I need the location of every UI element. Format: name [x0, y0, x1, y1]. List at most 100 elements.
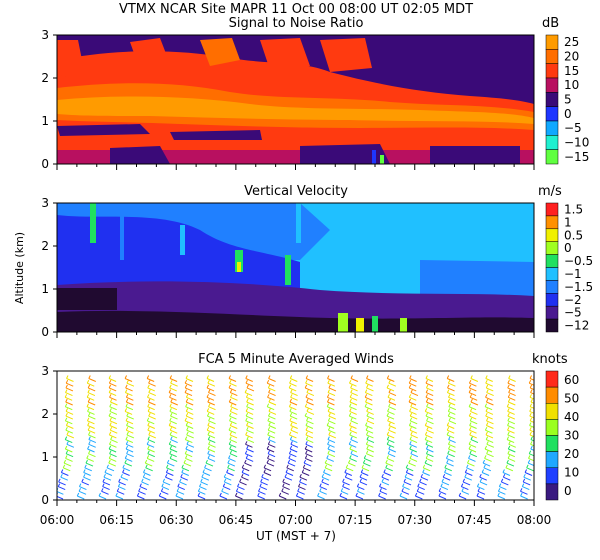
- wind-barb-flag: [527, 459, 531, 464]
- wind-barb: [61, 472, 69, 476]
- wind-barb: [126, 415, 134, 420]
- winds-unit: knots: [532, 352, 568, 367]
- wind-barb: [387, 439, 395, 444]
- wind-barb-flag: [507, 379, 510, 384]
- wind-barb: [388, 401, 397, 406]
- wind-barb-flag: [507, 417, 510, 422]
- wind-barb: [229, 382, 237, 387]
- wind-barb: [426, 401, 434, 406]
- wind-barb-flag: [166, 464, 169, 469]
- wind-barb-flag: [230, 403, 233, 407]
- wind-barb-flag: [349, 408, 352, 412]
- wind-barb: [268, 392, 276, 397]
- wind-barb-flag: [404, 473, 408, 478]
- wind-barb: [477, 486, 485, 491]
- wind-barb-flag: [458, 492, 462, 497]
- wind-barb: [448, 439, 456, 444]
- wind-barb: [420, 476, 429, 481]
- wind-barb: [386, 457, 395, 462]
- wind-barb-flag: [485, 398, 489, 403]
- wind-barb: [290, 429, 299, 434]
- wind-barb-flag: [81, 478, 84, 483]
- wind-barb: [417, 486, 425, 491]
- wind-barb: [306, 420, 314, 425]
- wind-barb-flag: [502, 473, 506, 478]
- wind-barb-flag: [206, 426, 210, 431]
- wind-barb: [261, 476, 269, 481]
- wind-barb: [461, 486, 469, 491]
- wind-barb-flag: [470, 375, 473, 379]
- wind-barb-flag: [323, 469, 326, 473]
- wind-barb: [207, 429, 215, 434]
- wind-barb: [385, 462, 394, 467]
- wind-barb: [469, 387, 477, 392]
- wind-barb-flag: [305, 375, 309, 379]
- wind-barb-flag: [410, 403, 413, 407]
- wind-barb: [388, 448, 397, 453]
- wind-barb-flag: [349, 398, 352, 403]
- wind-barb-flag: [244, 459, 247, 464]
- wind-barb: [385, 467, 393, 472]
- wind-barb: [469, 429, 477, 434]
- wind-barb-flag: [245, 441, 248, 445]
- wind-barb-flag: [88, 436, 91, 440]
- wind-barb-flag: [409, 412, 413, 417]
- wind-barb-flag: [444, 464, 447, 469]
- ytick-label: 1: [41, 282, 49, 296]
- wind-barb: [350, 392, 358, 397]
- wind-barb-flag: [350, 384, 353, 389]
- wind-barb: [109, 457, 117, 462]
- wind-barb: [466, 467, 474, 472]
- wind-barb: [305, 429, 314, 434]
- wind-barb-flag: [229, 389, 233, 393]
- wind-barb: [185, 439, 193, 444]
- wind-barb: [469, 382, 477, 387]
- wind-barb: [84, 467, 92, 472]
- legend-swatch: [545, 318, 559, 333]
- wind-barb: [229, 420, 237, 425]
- wind-barb: [425, 392, 434, 397]
- wind-barb: [245, 434, 253, 439]
- snr-unit: dB: [542, 16, 559, 31]
- wind-barb-flag: [289, 412, 293, 417]
- wind-barb-flag: [326, 403, 330, 407]
- xtick-label: 07:15: [338, 513, 373, 527]
- wind-barb-flag: [507, 426, 510, 431]
- legend-label: −10: [564, 136, 589, 150]
- wind-barb: [206, 387, 215, 392]
- legend-swatch: [545, 254, 559, 268]
- wind-barb: [208, 439, 216, 444]
- wind-barb-flag: [442, 473, 446, 478]
- xtick-label: 07:00: [278, 513, 313, 527]
- wind-barb-flag: [356, 483, 360, 487]
- wind-barb: [245, 415, 254, 420]
- wind-barb-flag: [86, 417, 90, 422]
- wind-barb: [57, 491, 64, 495]
- wind-barb-flag: [87, 408, 90, 412]
- wind-barb-flag: [245, 375, 248, 379]
- wind-barb: [350, 439, 358, 444]
- wind-barb-flag: [349, 379, 352, 384]
- wind-barb: [285, 472, 294, 476]
- wind-barb: [109, 396, 117, 401]
- wind-barb-flag: [364, 394, 368, 398]
- wind-barb-flag: [228, 384, 231, 389]
- wind-barb: [447, 425, 455, 429]
- wind-barb-flag: [387, 394, 390, 398]
- legend-label: 20: [564, 447, 579, 461]
- wind-barb: [122, 467, 131, 472]
- wind-barb: [229, 434, 238, 439]
- wind-barb-flag: [184, 417, 187, 422]
- wind-barb: [170, 429, 178, 434]
- wind-barb-flag: [200, 478, 203, 483]
- wind-barb-flag: [266, 379, 270, 384]
- wind-barb-flag: [385, 464, 388, 469]
- wind-barb-flag: [328, 384, 331, 389]
- wind-barb: [87, 420, 95, 425]
- wind-barb: [349, 457, 357, 462]
- wind-barb: [288, 457, 297, 462]
- wind-barb: [524, 472, 533, 476]
- wind-barb-flag: [147, 436, 150, 440]
- legend-label: −1.5: [564, 280, 593, 294]
- wind-barb: [245, 420, 253, 425]
